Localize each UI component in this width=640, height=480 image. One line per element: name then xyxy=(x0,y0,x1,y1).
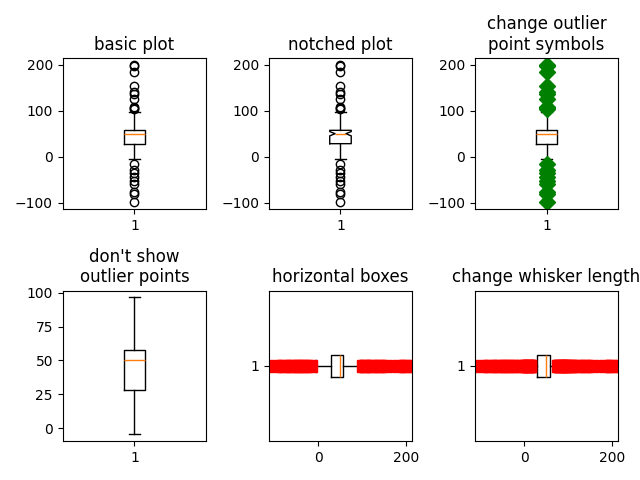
Title: horizontal boxes: horizontal boxes xyxy=(272,268,409,286)
Title: notched plot: notched plot xyxy=(288,36,393,54)
Title: don't show
outlier points: don't show outlier points xyxy=(79,248,189,286)
Title: change outlier
point symbols: change outlier point symbols xyxy=(486,15,607,54)
Title: change whisker length: change whisker length xyxy=(452,268,640,286)
Title: basic plot: basic plot xyxy=(94,36,175,54)
